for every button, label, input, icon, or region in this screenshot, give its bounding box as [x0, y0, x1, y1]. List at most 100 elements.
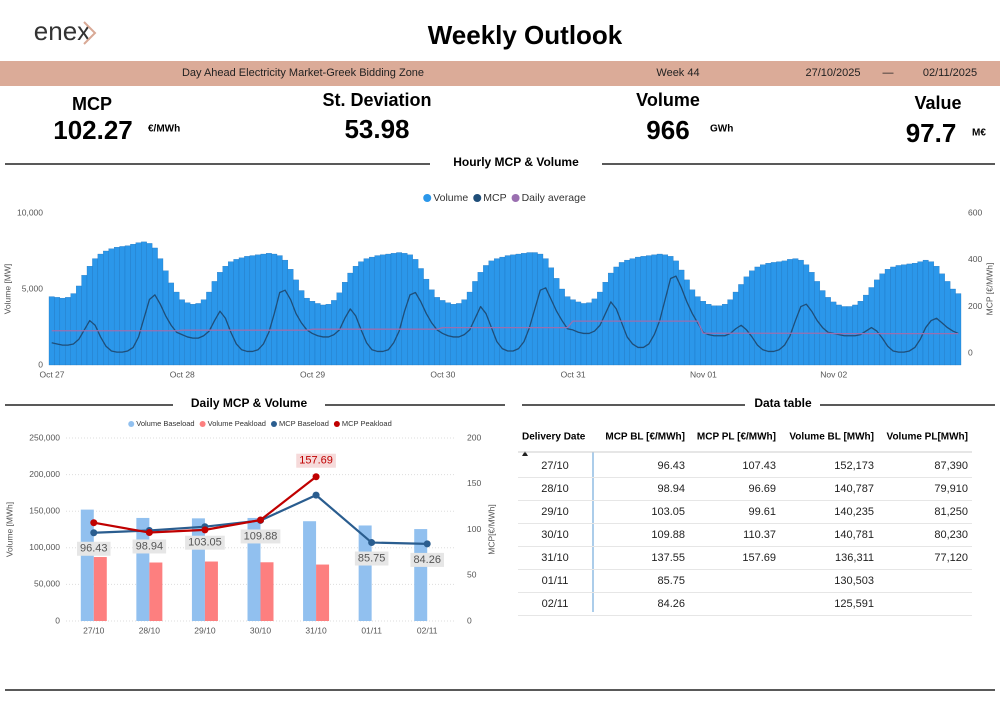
bar — [247, 517, 261, 621]
legend-label: Volume Peakload — [208, 419, 266, 428]
sort-icon[interactable] — [522, 451, 528, 456]
legend-swatch — [423, 194, 432, 202]
y-tick-label: 200,000 — [29, 469, 60, 479]
bar — [276, 255, 283, 366]
table-cell: 80,230 — [934, 529, 968, 541]
end-date: 02/11/2025 — [923, 67, 977, 79]
bar — [358, 261, 365, 366]
bar — [873, 279, 880, 366]
table-cell: 125,591 — [834, 598, 874, 610]
y-axis-label: Volume [MW] — [2, 264, 12, 315]
table-cell: 02/11 — [542, 598, 569, 610]
table-cell: 81,250 — [934, 506, 968, 518]
x-tick-label: 02/11 — [417, 625, 438, 635]
table-cell: 85.75 — [657, 575, 685, 587]
bar — [80, 509, 94, 621]
label-bg — [354, 551, 389, 566]
label-bg — [77, 541, 111, 556]
bar — [602, 282, 609, 366]
point — [201, 526, 209, 534]
bar — [113, 247, 120, 366]
bar — [414, 529, 428, 621]
bar — [227, 261, 234, 366]
bar — [564, 296, 571, 366]
bar — [580, 303, 587, 366]
bar — [933, 266, 940, 366]
y2-tick-label: 50 — [467, 570, 477, 580]
legend-label: MCP — [483, 192, 506, 204]
bar — [645, 255, 652, 366]
bar — [282, 259, 289, 366]
logo-mark — [83, 21, 97, 45]
bar — [781, 260, 788, 366]
table-cell: 140,781 — [834, 529, 874, 541]
bar — [922, 259, 929, 366]
kpi-unit: €/MWh — [148, 124, 180, 135]
table-cell: 103.05 — [651, 506, 685, 518]
y2-tick-label: 200 — [467, 432, 481, 442]
bar — [173, 291, 180, 366]
table-cell: 27/10 — [541, 460, 569, 472]
table-header: MCP PL [€/MWh] — [697, 432, 776, 443]
table-header: Delivery Date — [522, 432, 586, 443]
bar — [379, 254, 386, 366]
bar — [401, 253, 408, 366]
bar — [949, 288, 956, 366]
bar — [70, 293, 77, 366]
kpi-value: 97.7 — [906, 118, 957, 148]
bar — [662, 254, 669, 366]
bar — [92, 258, 99, 366]
bar — [683, 279, 690, 366]
table-cell: 107.43 — [742, 460, 776, 472]
date-separator: — — [883, 67, 894, 79]
bar — [879, 273, 886, 366]
table-cell: 140,235 — [834, 506, 874, 518]
bar — [770, 262, 777, 366]
x-tick-label: Oct 27 — [39, 369, 64, 379]
bar — [217, 272, 223, 366]
bar — [597, 291, 603, 366]
legend-swatch — [333, 421, 340, 427]
x-tick-label: Oct 31 — [561, 369, 586, 379]
bar — [651, 254, 658, 366]
bar — [124, 245, 131, 366]
bar — [542, 258, 549, 366]
table-cell: 84.26 — [657, 598, 685, 610]
bar — [493, 258, 500, 366]
bar — [895, 265, 902, 366]
bar — [316, 564, 330, 621]
y2-tick-label: 150 — [467, 478, 481, 488]
y2-tick-label: 0 — [968, 348, 973, 358]
label-bg — [185, 535, 225, 550]
legend-label: MCP Baseload — [279, 419, 329, 428]
table-header: MCP BL [€/MWh] — [605, 432, 685, 443]
table-cell: 99.61 — [748, 506, 776, 518]
bar — [417, 268, 424, 366]
legend-swatch — [270, 421, 277, 427]
bar — [656, 253, 663, 366]
bar — [635, 256, 641, 366]
bar — [244, 256, 251, 366]
bar — [200, 299, 207, 366]
bar — [75, 285, 82, 366]
bar — [526, 252, 533, 366]
table-cell: 96.69 — [748, 483, 776, 495]
legend-label: MCP Peakload — [342, 419, 392, 428]
bar — [477, 272, 484, 366]
table-cell: 77,120 — [934, 552, 968, 564]
bar — [135, 242, 142, 366]
bar — [149, 562, 163, 621]
point — [423, 540, 431, 548]
y2-tick-label: 400 — [968, 254, 982, 264]
bar — [618, 262, 625, 366]
section-title: Daily MCP & Volume — [191, 396, 308, 410]
bar — [347, 272, 354, 366]
table-cell: 136,311 — [835, 552, 874, 564]
bar — [265, 253, 272, 366]
x-tick-label: 28/10 — [139, 625, 161, 635]
bar — [743, 276, 750, 366]
bar — [260, 253, 267, 366]
bar — [358, 525, 372, 621]
bar — [868, 287, 875, 366]
data-label: 103.05 — [188, 537, 222, 549]
